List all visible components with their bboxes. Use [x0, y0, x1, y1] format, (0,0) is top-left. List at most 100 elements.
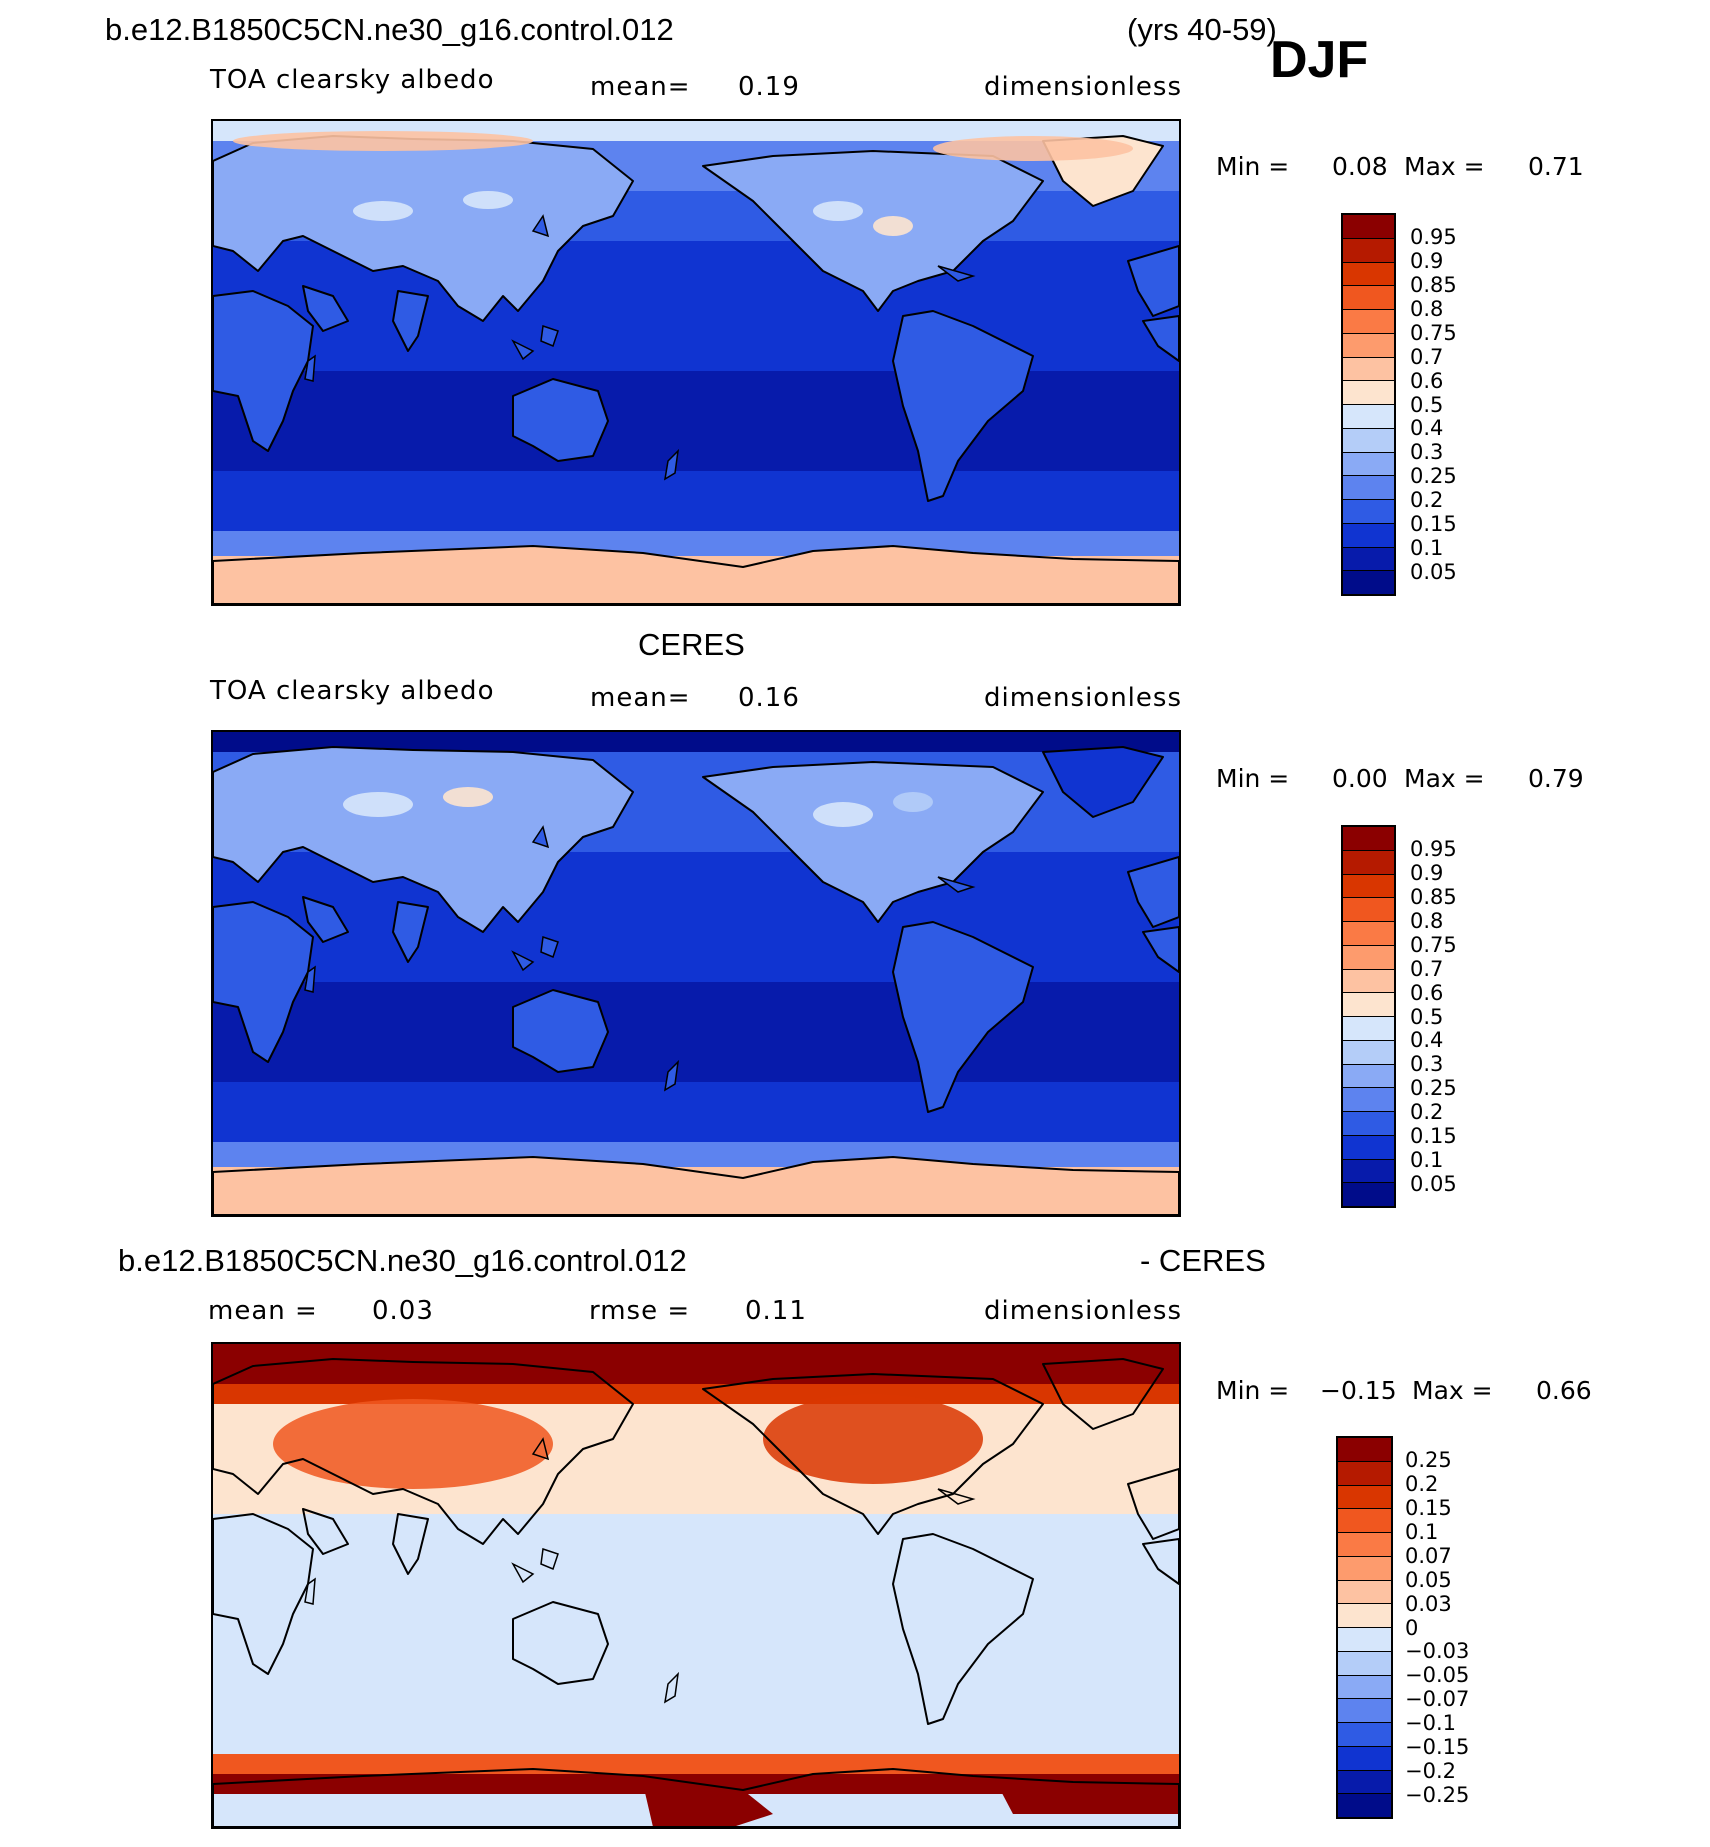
mean-value: 0.19 — [738, 72, 800, 102]
colorbar-tick-label: 0.9 — [1410, 860, 1444, 885]
colorbar-tick-label: 0.1 — [1410, 1148, 1444, 1173]
colorbar-tick-label: 0.85 — [1410, 884, 1457, 909]
colorbar-swatch — [1343, 310, 1394, 334]
colorbar-tick-label: 0.2 — [1410, 488, 1444, 513]
colorbar-swatch — [1343, 1017, 1394, 1041]
colorbar-labels: 0.25 0.2 0.15 0.1 0.07 0.05 0.03 0 −0.03 −0.05 −0.… — [1405, 1436, 1495, 1819]
colorbar-tick-label: 0.25 — [1410, 464, 1457, 489]
colorbar-tick-label: 0 — [1405, 1615, 1419, 1640]
colorbar-swatch — [1343, 405, 1394, 429]
colorbar-tick-label: −0.2 — [1405, 1759, 1456, 1784]
colorbar-swatch — [1338, 1438, 1391, 1462]
colorbar-swatch — [1343, 381, 1394, 405]
case-title: b.e12.B1850C5CN.ne30_g16.control.012 — [105, 12, 674, 47]
colorbar-tick-label: 0.3 — [1410, 440, 1444, 465]
colorbar-tick-label: 0.75 — [1410, 932, 1457, 957]
colorbar-tick-label: 0.95 — [1410, 224, 1457, 249]
colorbar-swatch — [1343, 476, 1394, 500]
map-obs — [211, 730, 1181, 1217]
colorbar-swatch — [1338, 1628, 1391, 1652]
colorbar-swatch — [1338, 1461, 1391, 1486]
colorbar — [1341, 825, 1396, 1208]
max-value: 0.66 — [1536, 1376, 1592, 1405]
season-label: DJF — [1270, 31, 1369, 89]
colorbar-tick-label: −0.1 — [1405, 1711, 1456, 1736]
colorbar-tick-label: 0.6 — [1410, 368, 1444, 393]
mean-label: mean = — [208, 1296, 318, 1326]
colorbar — [1336, 1436, 1393, 1819]
colorbar-swatch — [1343, 333, 1394, 358]
min-label: Min = — [1216, 152, 1290, 181]
colorbar-tick-label: 0.7 — [1410, 956, 1444, 981]
colorbar-tick-label: 0.7 — [1410, 344, 1444, 369]
colorbar — [1341, 213, 1396, 596]
rmse-label: rmse = — [589, 1296, 691, 1326]
colorbar-tick-label: 0.9 — [1410, 248, 1444, 273]
colorbar-swatch — [1338, 1770, 1391, 1795]
colorbar-swatch — [1343, 215, 1394, 239]
max-label: Max = — [1404, 152, 1485, 181]
colorbar-swatch — [1343, 945, 1394, 970]
colorbar-labels: 0.95 0.9 0.85 0.8 0.75 0.7 0.6 0.5 0.4 0.3 0.25 0.2… — [1410, 825, 1490, 1208]
colorbar-swatch — [1343, 1159, 1394, 1184]
colorbar-swatch — [1343, 547, 1394, 572]
min-value: −0.15 — [1320, 1376, 1397, 1405]
panel-heading: CERES — [638, 627, 745, 662]
colorbar-swatch — [1343, 922, 1394, 946]
units-label: dimensionless — [984, 1296, 1182, 1326]
colorbar-tick-label: 0.05 — [1410, 1172, 1457, 1197]
map-model — [211, 119, 1181, 606]
colorbar-tick-label: 0.07 — [1405, 1543, 1452, 1568]
colorbar-tick-label: 0.1 — [1410, 536, 1444, 561]
colorbar-swatch — [1338, 1580, 1391, 1605]
colorbar-swatch — [1343, 262, 1394, 287]
colorbar-tick-label: 0.2 — [1405, 1471, 1439, 1496]
colorbar-swatch — [1343, 428, 1394, 453]
colorbar-tick-label: 0.4 — [1410, 1028, 1444, 1053]
colorbar-tick-label: 0.25 — [1410, 1076, 1457, 1101]
colorbar-tick-label: 0.2 — [1410, 1100, 1444, 1125]
colorbar-swatch — [1338, 1556, 1391, 1581]
mean-value: 0.16 — [738, 683, 800, 713]
colorbar-swatch — [1338, 1675, 1391, 1700]
colorbar-tick-label: 0.15 — [1405, 1495, 1452, 1520]
colorbar-swatch — [1343, 286, 1394, 310]
colorbar-tick-label: 0.95 — [1410, 836, 1457, 861]
colorbar-tick-label: 0.75 — [1410, 320, 1457, 345]
colorbar-tick-label: 0.3 — [1410, 1052, 1444, 1077]
colorbar-tick-label: 0.1 — [1405, 1519, 1439, 1544]
colorbar-swatch — [1343, 452, 1394, 477]
rmse-value: 0.11 — [745, 1296, 807, 1326]
colorbar-swatch — [1338, 1746, 1391, 1771]
colorbar-swatch — [1343, 357, 1394, 382]
colorbar-swatch — [1343, 1112, 1394, 1136]
colorbar-swatch — [1343, 874, 1394, 899]
colorbar-swatch — [1338, 1651, 1391, 1676]
variable-label: TOA clearsky albedo — [210, 65, 495, 95]
colorbar-swatch — [1343, 571, 1394, 594]
years-label: (yrs 40-59) — [1127, 12, 1277, 47]
colorbar-swatch — [1343, 523, 1394, 548]
variable-label: TOA clearsky albedo — [210, 676, 495, 706]
colorbar-tick-label: 0.85 — [1410, 272, 1457, 297]
colorbar-tick-label: 0.05 — [1410, 560, 1457, 585]
colorbar-swatch — [1343, 238, 1394, 263]
colorbar-tick-label: 0.8 — [1410, 908, 1444, 933]
units-label: dimensionless — [984, 683, 1182, 713]
colorbar-swatch — [1338, 1604, 1391, 1628]
colorbar-swatch — [1343, 1040, 1394, 1065]
colorbar-tick-label: −0.05 — [1405, 1663, 1470, 1688]
colorbar-swatch — [1338, 1794, 1391, 1817]
colorbar-swatch — [1338, 1485, 1391, 1510]
panel-heading: b.e12.B1850C5CN.ne30_g16.control.012 — [118, 1243, 687, 1278]
mean-label: mean= — [590, 683, 691, 713]
colorbar-swatch — [1338, 1699, 1391, 1723]
colorbar-swatch — [1343, 993, 1394, 1017]
colorbar-swatch — [1343, 850, 1394, 875]
min-value: 0.00 — [1332, 764, 1388, 793]
colorbar-tick-label: −0.25 — [1405, 1783, 1470, 1808]
colorbar-tick-label: 0.4 — [1410, 416, 1444, 441]
colorbar-tick-label: 0.5 — [1410, 392, 1444, 417]
colorbar-swatch — [1343, 1183, 1394, 1206]
colorbar-labels: 0.95 0.9 0.85 0.8 0.75 0.7 0.6 0.5 0.4 0.3 0.25 0.2… — [1410, 213, 1490, 596]
